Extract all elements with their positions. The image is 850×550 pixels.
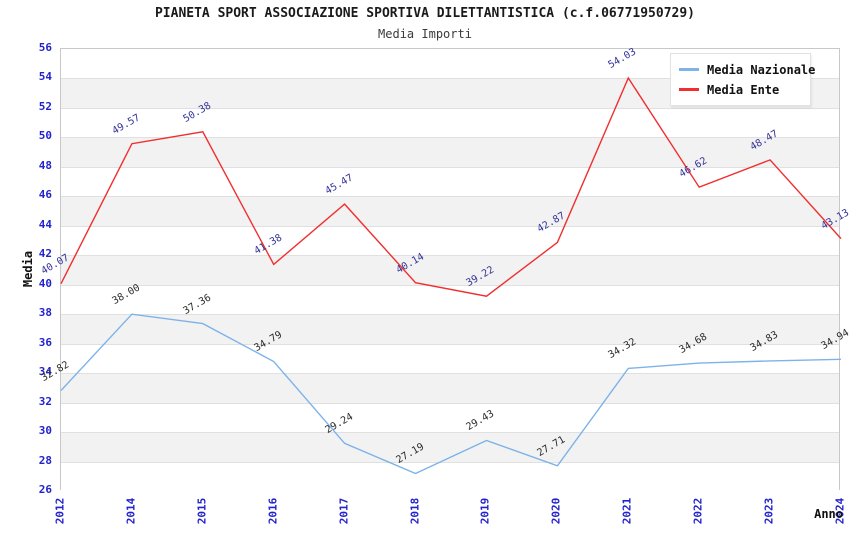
y-tick-label: 42: [38, 247, 52, 261]
plot-band: [61, 432, 839, 462]
plot-band: [61, 137, 839, 167]
x-tick-label: 2023: [762, 497, 776, 525]
plot-band: [61, 461, 839, 491]
x-tick-label: 2016: [266, 497, 280, 525]
plot-band: [61, 255, 839, 285]
x-tick-label: 2012: [53, 497, 67, 525]
y-tick-label: 26: [38, 483, 52, 496]
legend-line-swatch-blue: [679, 68, 699, 71]
gridline: [61, 432, 839, 434]
legend-label: Media Nazionale: [707, 62, 816, 77]
plot-band: [61, 402, 839, 433]
x-tick-label: 2021: [620, 497, 634, 525]
plot-band: [61, 343, 839, 374]
series-line-media-ente: [60, 76, 842, 297]
plot-band: [61, 314, 839, 344]
gridline: [61, 284, 839, 286]
y-tick-label: 44: [38, 217, 52, 231]
y-tick-label: 30: [38, 424, 52, 438]
chart-title: PIANETA SPORT ASSOCIAZIONE SPORTIVA DILE…: [154, 6, 696, 21]
legend-line-swatch-red: [679, 88, 699, 91]
x-tick-label: 2014: [124, 497, 138, 525]
y-tick-label: 56: [38, 41, 52, 54]
y-tick-label: 46: [38, 188, 52, 202]
x-tick-label: 2015: [195, 497, 209, 525]
plot-band: [61, 225, 839, 256]
gridline: [61, 461, 839, 463]
series-line-media-nazionale: [60, 313, 842, 475]
y-tick-label: 36: [38, 335, 52, 349]
gridline: [61, 373, 839, 375]
x-tick-label: 2017: [337, 497, 351, 525]
gridline: [61, 137, 839, 139]
legend: Media Nazionale Media Ente: [670, 53, 815, 106]
series-lines: [60, 76, 842, 475]
y-tick-label: 38: [38, 306, 52, 320]
y-axis-title: Media: [21, 250, 35, 288]
legend-item-media-ente: Media Ente: [679, 81, 802, 98]
gridline: [61, 314, 839, 316]
x-tick-label: 2019: [478, 497, 492, 525]
gridline: [61, 255, 839, 257]
y-tick-label: 52: [38, 99, 52, 113]
gridline: [61, 196, 839, 198]
gridline: [61, 402, 839, 404]
gridline: [61, 343, 839, 345]
chart-subtitle: Media Importi: [378, 27, 472, 41]
x-tick-label: 2022: [691, 497, 705, 525]
x-tick-label: 2018: [408, 497, 422, 525]
legend-label: Media Ente: [707, 82, 780, 97]
plot-area: [60, 48, 842, 491]
gridline: [61, 107, 839, 109]
gridline: [61, 166, 839, 168]
y-tick-label: 28: [38, 453, 52, 467]
x-tick-label: 2020: [549, 497, 563, 525]
y-tick-label: 34: [38, 365, 52, 379]
plot-band: [61, 196, 839, 226]
legend-item-media-nazionale: Media Nazionale: [679, 61, 815, 78]
y-tick-label: 50: [38, 129, 52, 143]
x-axis-title: Anno: [814, 507, 843, 521]
y-tick-label: 40: [38, 276, 52, 290]
plot-band: [61, 166, 839, 197]
gridline: [61, 225, 839, 227]
y-tick-label: 48: [38, 158, 52, 172]
plot-band: [61, 373, 839, 403]
plot-band: [61, 107, 839, 138]
gridline: [61, 78, 839, 80]
y-tick-label: 32: [38, 394, 52, 408]
y-tick-label: 54: [38, 70, 52, 84]
